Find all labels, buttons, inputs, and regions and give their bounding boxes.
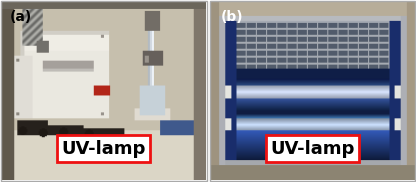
Text: (b): (b) <box>221 10 244 24</box>
Text: UV-lamp: UV-lamp <box>62 140 146 158</box>
Text: UV-lamp: UV-lamp <box>270 140 354 158</box>
Text: (a): (a) <box>10 10 32 24</box>
